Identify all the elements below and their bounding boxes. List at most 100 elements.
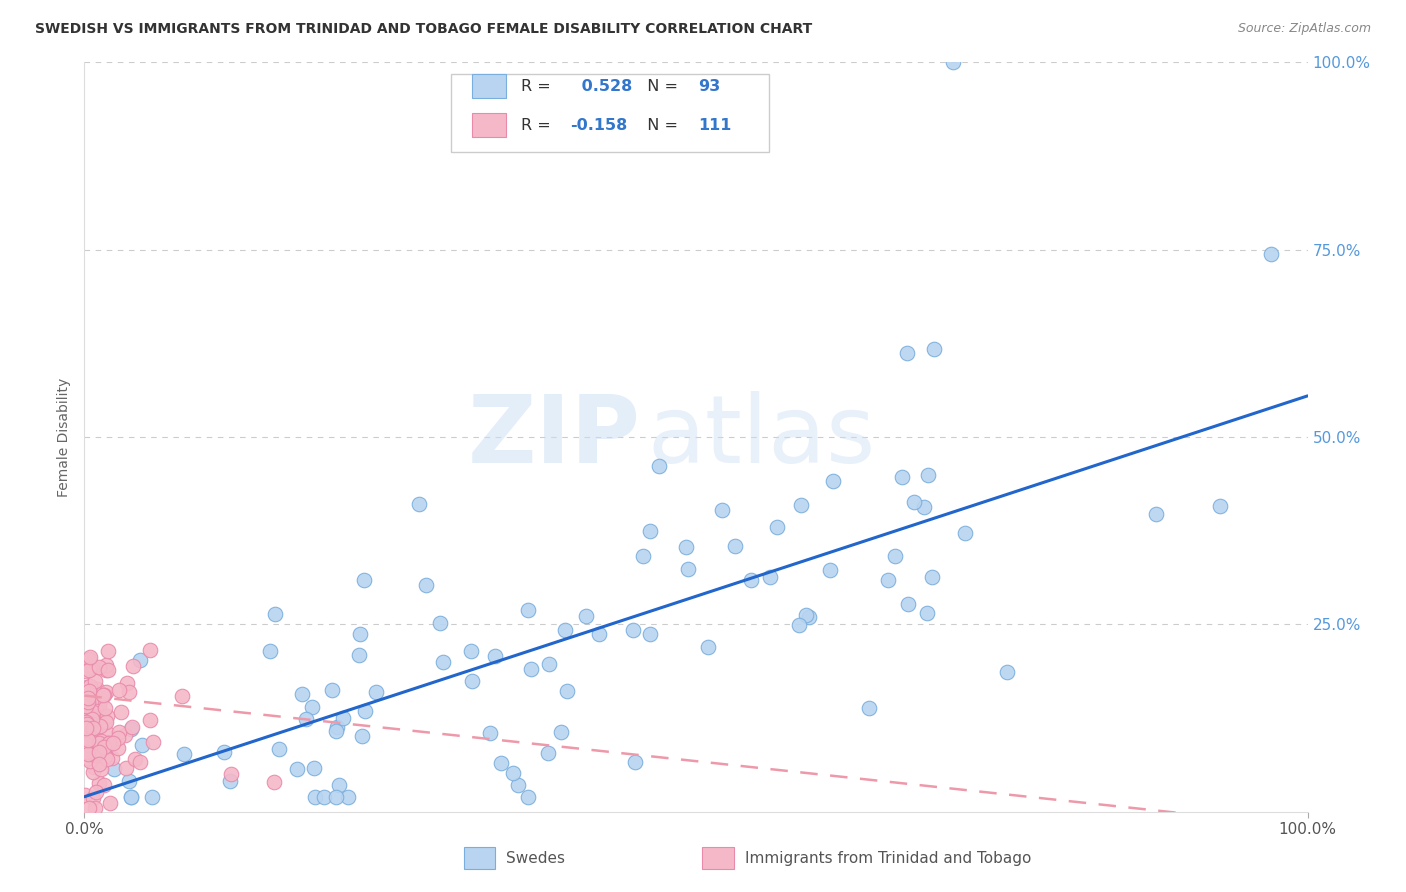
Point: [75, 737, 97, 751]
Point: [97, 643, 120, 657]
Point: [75, 788, 97, 802]
Point: [87, 696, 110, 710]
Point: [114, 727, 136, 741]
Point: [917, 468, 939, 483]
Point: [82, 660, 104, 674]
Point: [647, 459, 669, 474]
Point: [79, 679, 101, 693]
Point: [724, 540, 747, 554]
Point: [710, 503, 733, 517]
Point: [301, 700, 323, 714]
Point: [219, 767, 242, 781]
Point: [797, 610, 820, 624]
Point: [259, 643, 281, 657]
Point: [79, 755, 101, 769]
Point: [84, 714, 107, 729]
Point: [120, 789, 142, 804]
Text: Swedes: Swedes: [506, 851, 565, 865]
Point: [924, 342, 946, 356]
Point: [588, 627, 610, 641]
Point: [131, 738, 153, 752]
Point: [77, 747, 100, 761]
Point: [995, 665, 1018, 679]
Point: [758, 570, 780, 584]
Point: [675, 540, 697, 554]
Text: atlas: atlas: [647, 391, 876, 483]
Point: [325, 724, 347, 739]
Point: [120, 722, 142, 736]
Point: [550, 725, 572, 739]
Point: [84, 748, 107, 763]
Point: [101, 751, 124, 765]
Point: [555, 684, 578, 698]
Point: [76, 680, 98, 694]
FancyBboxPatch shape: [451, 74, 769, 153]
Text: Source: ZipAtlas.com: Source: ZipAtlas.com: [1237, 22, 1371, 36]
Point: [107, 725, 129, 739]
Point: [73, 699, 96, 714]
Text: Immigrants from Trinidad and Tobago: Immigrants from Trinidad and Tobago: [745, 851, 1031, 865]
Point: [139, 713, 162, 727]
Point: [141, 789, 163, 804]
Point: [77, 684, 100, 698]
Point: [554, 624, 576, 638]
Point: [1209, 499, 1232, 513]
Point: [129, 653, 152, 667]
Point: [478, 726, 501, 740]
Point: [1144, 507, 1167, 521]
Point: [86, 785, 108, 799]
Point: [502, 766, 524, 780]
Point: [79, 650, 101, 665]
Point: [575, 609, 598, 624]
Point: [77, 733, 100, 747]
Point: [491, 756, 513, 771]
Point: [212, 745, 235, 759]
Point: [115, 761, 138, 775]
Point: [120, 789, 142, 804]
Point: [101, 736, 124, 750]
Point: [75, 721, 97, 735]
Point: [87, 757, 110, 772]
Point: [75, 745, 97, 759]
Point: [94, 685, 117, 699]
Point: [350, 729, 373, 743]
Text: R =: R =: [522, 78, 555, 94]
Point: [80, 720, 103, 734]
Bar: [464, 847, 495, 870]
Point: [94, 701, 117, 715]
Point: [173, 747, 195, 761]
Point: [678, 562, 700, 576]
Point: [77, 691, 100, 706]
Point: [912, 500, 935, 515]
Point: [520, 662, 543, 676]
Point: [86, 711, 108, 725]
Point: [328, 778, 350, 792]
Point: [172, 689, 194, 703]
Point: [107, 731, 129, 746]
Point: [621, 623, 644, 637]
Point: [638, 627, 661, 641]
Point: [326, 720, 349, 734]
Point: [121, 720, 143, 734]
Point: [353, 704, 375, 718]
Point: [1260, 246, 1282, 260]
Text: 111: 111: [699, 118, 731, 133]
Point: [84, 710, 107, 724]
Point: [89, 735, 111, 749]
Point: [75, 665, 97, 679]
Point: [264, 607, 287, 621]
Point: [80, 712, 103, 726]
Point: [79, 703, 101, 717]
Point: [349, 626, 371, 640]
Point: [75, 719, 97, 733]
Point: [96, 709, 118, 723]
Point: [79, 720, 101, 734]
Point: [897, 597, 920, 611]
Text: R =: R =: [522, 118, 555, 133]
Point: [460, 643, 482, 657]
Point: [93, 746, 115, 760]
Point: [75, 714, 97, 729]
Point: [73, 729, 96, 743]
Point: [896, 346, 918, 360]
Point: [877, 574, 900, 588]
